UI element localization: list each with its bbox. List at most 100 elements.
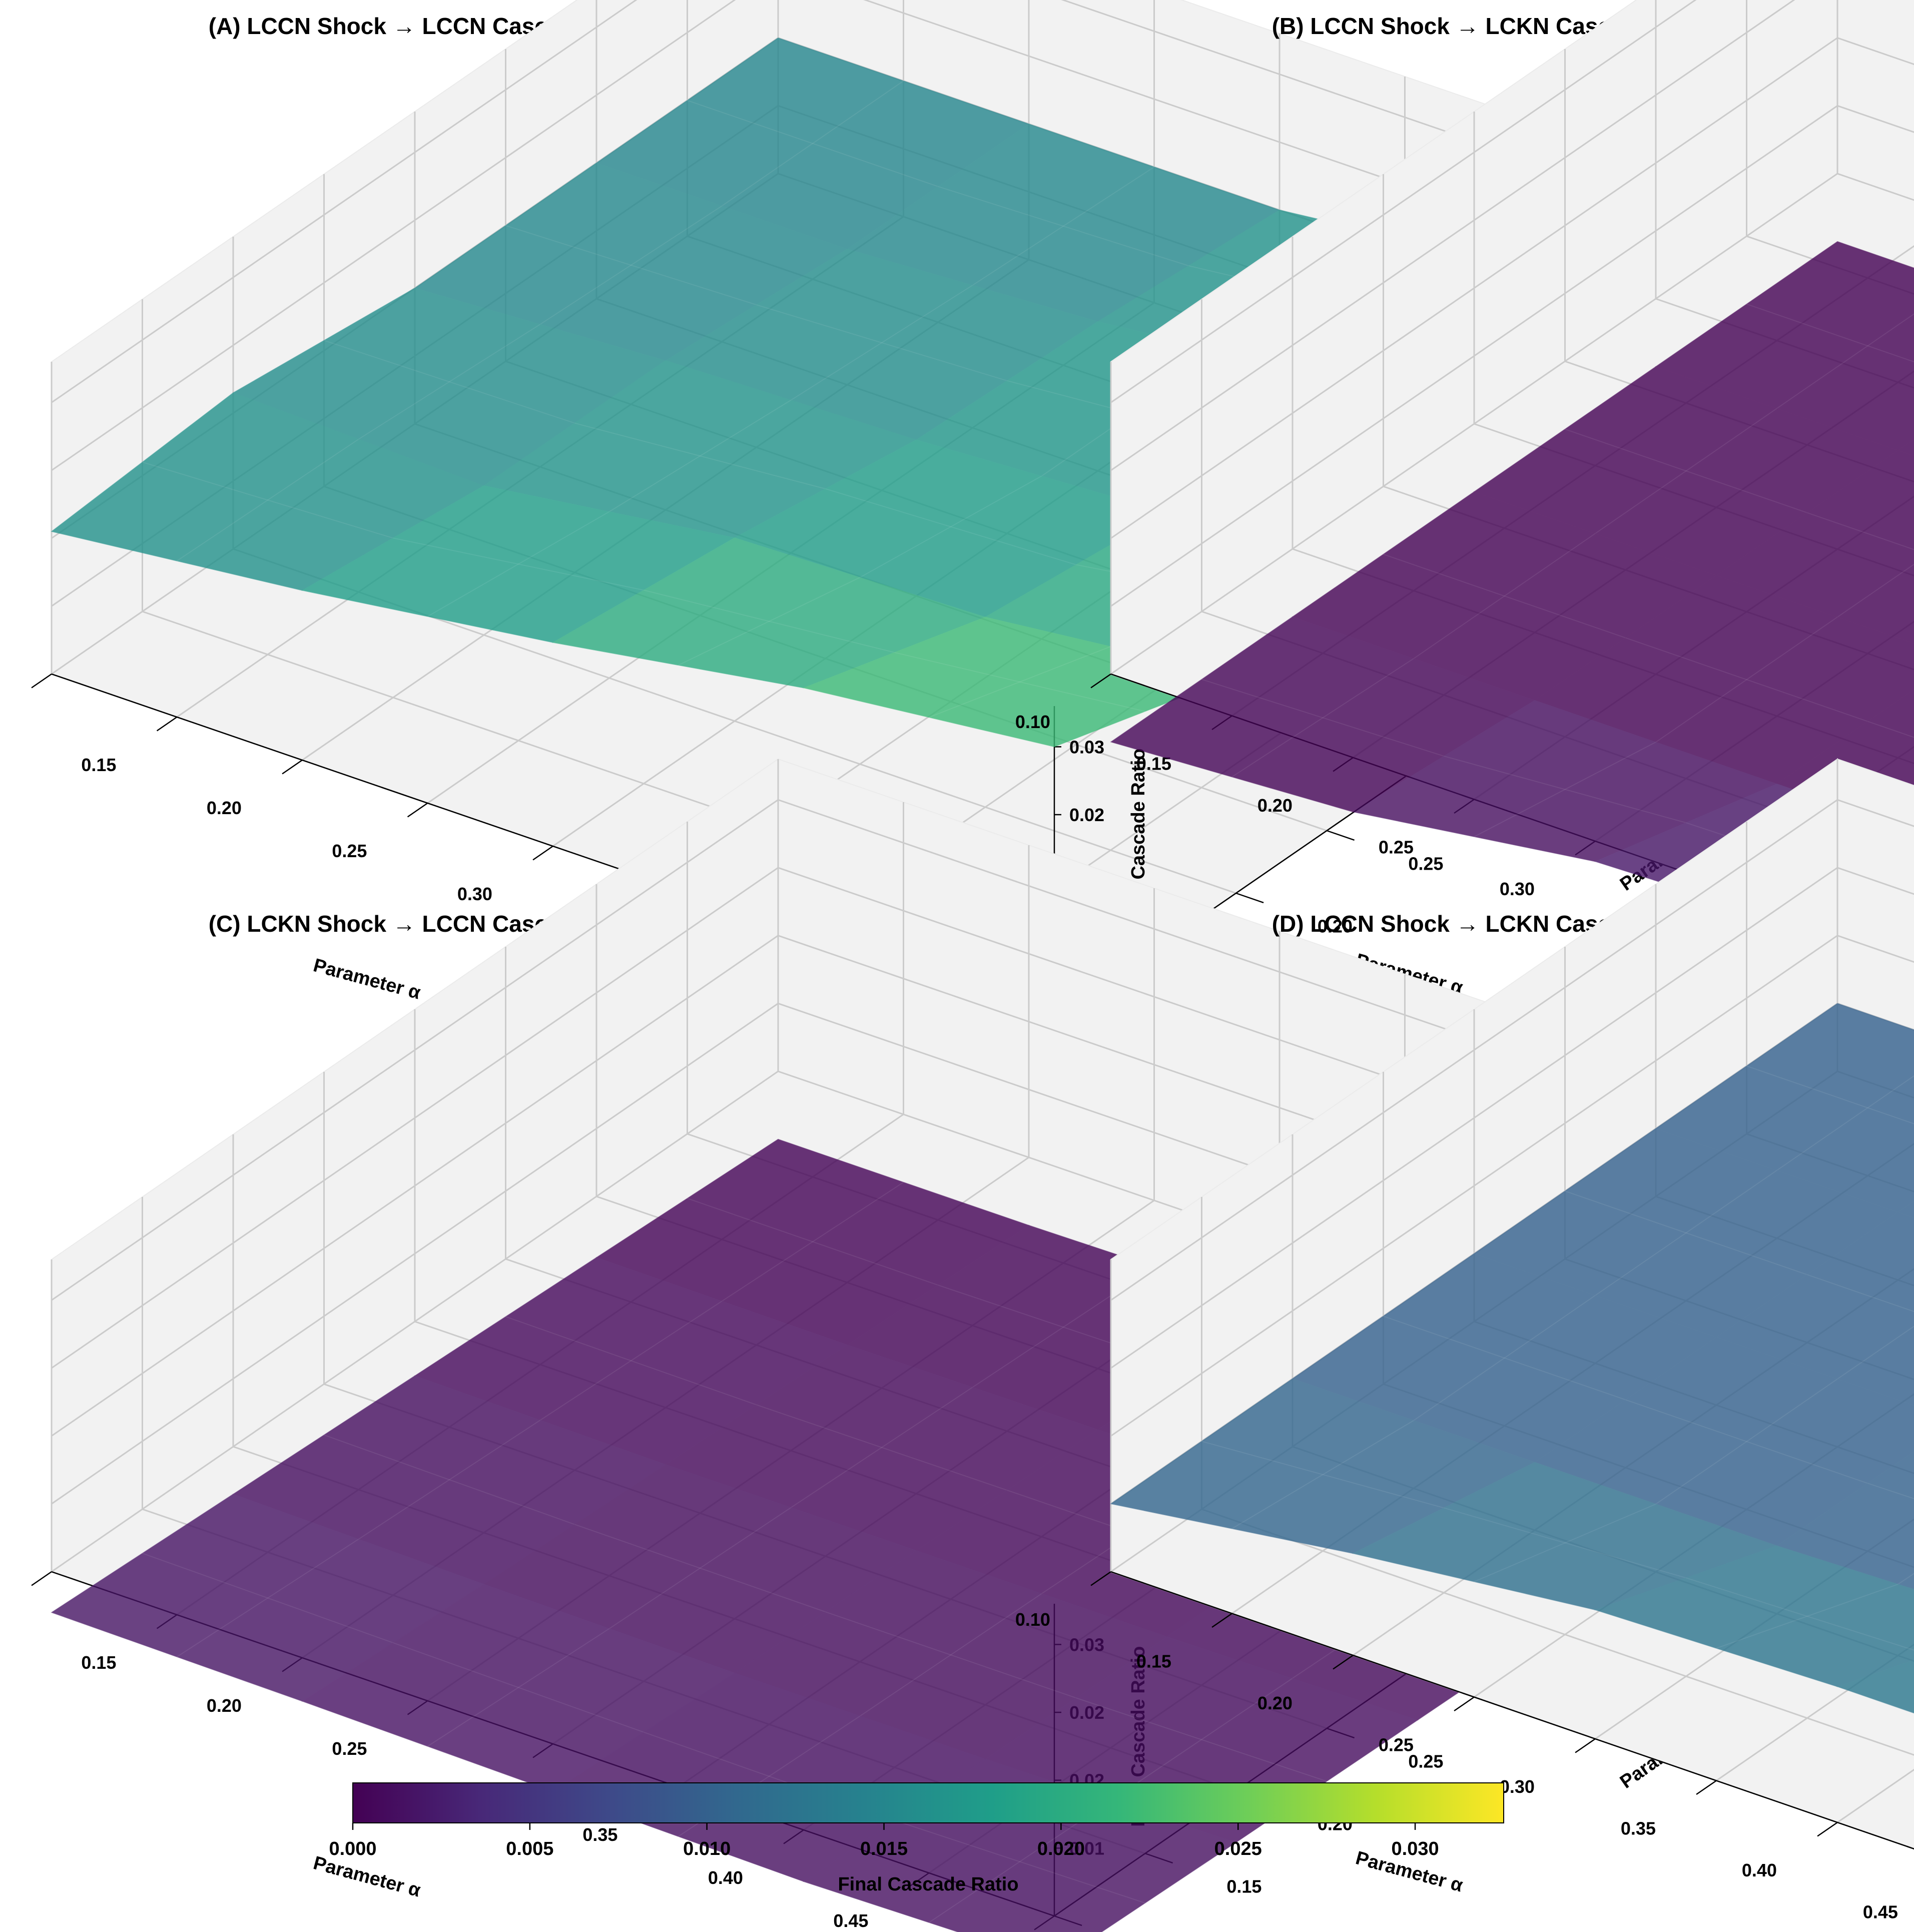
surface-mesh-line — [505, 1316, 757, 1406]
colorbar-tick-label: 0.025 — [1214, 1838, 1262, 1859]
grid-line — [1655, 0, 1914, 389]
x-tick-label: 0.25 — [332, 1738, 367, 1759]
surface-mesh-line — [687, 1197, 938, 1286]
surface-mesh-line — [505, 225, 757, 306]
surface-mesh-line — [608, 399, 792, 512]
x-tick-label: 0.30 — [1500, 1776, 1535, 1797]
x-tick — [532, 845, 553, 861]
surface-mesh-line — [938, 186, 1189, 267]
grid-line — [1746, 0, 1914, 295]
grid-line — [1473, 112, 1914, 576]
x-tick-label: 0.10 — [1015, 712, 1050, 732]
surface-mesh-line — [1201, 1441, 1444, 1509]
surface-mesh-line — [1231, 658, 1414, 778]
grid-line — [1110, 0, 1795, 471]
surface — [1110, 1003, 1914, 1714]
surface-mesh-line — [1595, 408, 1777, 534]
colorbar: 0.000 0.005 0.010 0.015 0.020 0.025 0.030 Fina… — [329, 1782, 1504, 1895]
surface-mesh-line — [1776, 313, 1914, 409]
x-tick-label: 0.15 — [81, 755, 116, 775]
surface-mesh-line — [1837, 1326, 1914, 1380]
surface-mesh-line — [860, 475, 1042, 578]
x-tick-label: 0.15 — [81, 1652, 116, 1673]
surface-mesh-line — [176, 1539, 359, 1657]
surface-mesh-line — [1595, 1170, 1777, 1296]
y-tick — [1327, 830, 1355, 841]
surface-patch — [1594, 1545, 1914, 1687]
x-tick — [31, 673, 52, 689]
surface-mesh-line — [574, 422, 826, 489]
panel-d: (D) LCCN Shock → LCKN Cascade 0.100.150.… — [1015, 758, 1914, 1922]
colorbar-gradient — [352, 1782, 1504, 1823]
grid-line — [1110, 935, 1914, 1437]
y-tick-label: 0.25 — [1408, 1751, 1443, 1772]
grid-line — [1110, 799, 1914, 1301]
surface-mesh-line — [825, 488, 1076, 565]
x-tick-label: 0.25 — [332, 841, 367, 861]
surface-patch — [1897, 438, 1914, 456]
surface-mesh-line — [1867, 721, 1914, 738]
surface-mesh-line — [176, 438, 359, 561]
y-tick — [1235, 892, 1264, 904]
surface-mesh-line — [1383, 553, 1626, 638]
x-tick-label: 0.40 — [708, 1867, 743, 1888]
surface-mesh-line — [825, 1611, 1076, 1699]
x-tick — [1454, 1696, 1475, 1712]
y-tick-label: 0.25 — [1408, 854, 1443, 874]
surface-mesh-line — [324, 340, 575, 424]
x-tick — [1211, 1613, 1232, 1628]
colorbar-tick-label: 0.010 — [683, 1838, 731, 1859]
surface-mesh-line — [539, 1301, 723, 1421]
x-tick-label: 0.30 — [457, 884, 492, 904]
surface-mesh-line — [1625, 1399, 1868, 1484]
pane-back — [1837, 0, 1914, 201]
surface-mesh-line — [324, 1434, 575, 1525]
grid-line — [1836, 0, 1914, 201]
surface-mesh-line — [1474, 742, 1656, 837]
grid-line — [1110, 37, 1914, 539]
surface-mesh-line — [1565, 1190, 1807, 1275]
surface-mesh-line — [1686, 1577, 1914, 1651]
colorbar-tick-label: 0.020 — [1037, 1838, 1085, 1859]
x-axis-label: Parameter α — [311, 1852, 423, 1901]
surface-mesh-line — [1655, 1379, 1838, 1505]
surface-mesh-line — [427, 1628, 610, 1747]
x-tick — [1090, 673, 1111, 689]
surface-mesh-line — [678, 577, 860, 666]
surface-patch — [1715, 1211, 1914, 1406]
surface-mesh-line — [929, 646, 1111, 718]
surface-mesh-line — [687, 100, 938, 187]
x-tick-label: 0.25 — [1379, 837, 1414, 857]
x-tick-label: 0.25 — [1379, 1734, 1414, 1755]
grid-line — [1292, 237, 1914, 765]
surface-mesh-line — [1413, 533, 1596, 659]
surface-mesh-line — [894, 1819, 1145, 1903]
surface-patch — [1655, 1003, 1914, 1213]
surface-mesh-line — [142, 461, 393, 539]
x-tick-label: 0.20 — [1257, 1693, 1293, 1713]
surface-mesh-line — [756, 1404, 1007, 1491]
x-tick — [1090, 1571, 1111, 1586]
colorbar-tick-label: 0.005 — [506, 1838, 553, 1859]
surface-mesh-line — [1444, 1507, 1686, 1579]
x-tick — [282, 759, 303, 775]
surface-mesh-line — [1807, 512, 1914, 550]
surface-mesh-line — [1716, 1584, 1898, 1649]
grid-line — [1110, 105, 1914, 607]
surface-mesh-line — [1231, 1420, 1414, 1529]
surface-patch — [1776, 1451, 1914, 1590]
x-tick-label: 0.15 — [1136, 1651, 1171, 1671]
colorbar-tick-label: 0.000 — [329, 1838, 376, 1859]
surface-mesh-line — [721, 1181, 904, 1302]
surface-mesh-line — [790, 285, 973, 401]
colorbar-ticks: 0.000 0.005 0.010 0.015 0.020 0.025 0.030 — [329, 1823, 1439, 1859]
x-tick-label: 0.45 — [1863, 1901, 1898, 1922]
x-tick-label: 0.35 — [582, 1824, 617, 1845]
surface-mesh-line — [894, 652, 1145, 712]
surface-mesh-line — [1474, 1503, 1656, 1582]
x-tick — [1696, 1780, 1717, 1795]
panel-d-plot: 0.100.150.200.250.300.350.400.450.500.10… — [1015, 758, 1914, 1922]
colorbar-tick-label: 0.030 — [1392, 1838, 1439, 1859]
x-tick — [31, 1571, 52, 1586]
grid-line — [1110, 0, 1697, 403]
